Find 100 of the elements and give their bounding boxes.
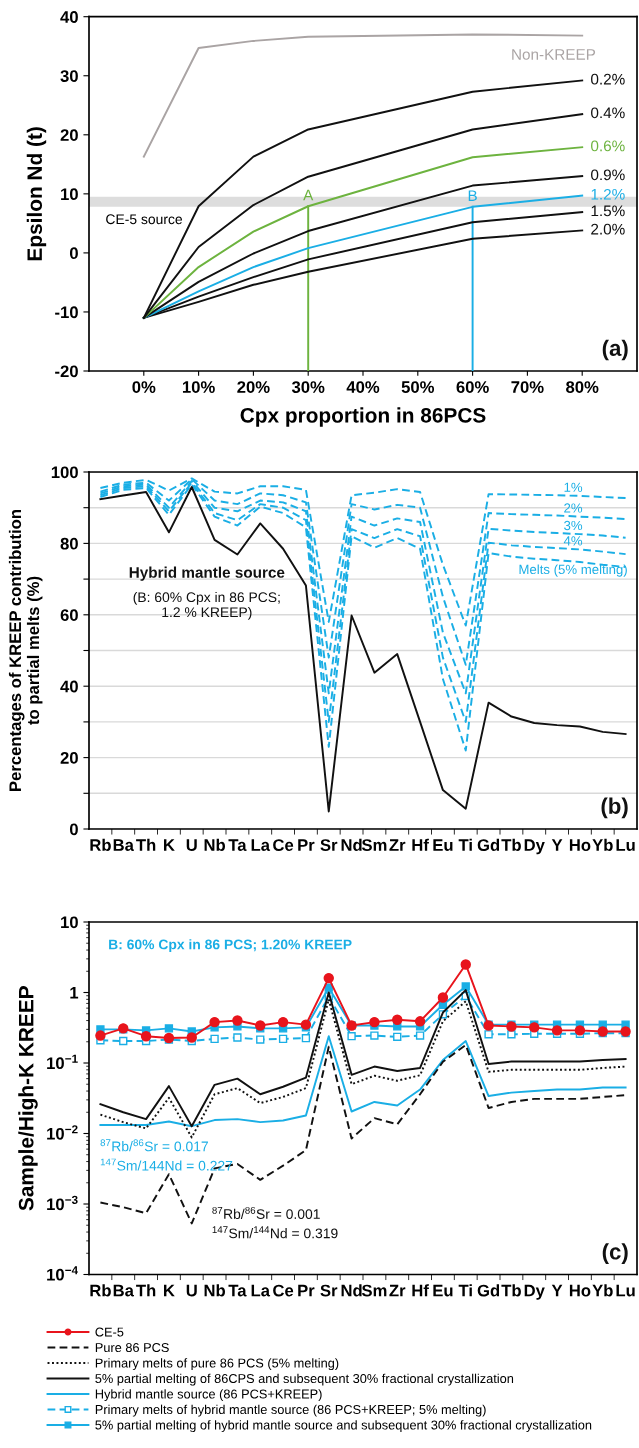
annotation: B — [468, 190, 477, 201]
y-tick-label: 0 — [69, 247, 78, 260]
x-tick-label: Y — [551, 839, 563, 851]
y-axis-title: Epsilon Nd (t) — [26, 127, 47, 261]
x-tick-label: Ho — [569, 839, 591, 851]
y-tick-label: 10$^{−2}$ — [47, 1125, 78, 1140]
series-label: 1.5% — [591, 205, 625, 217]
y-tick-label: 20 — [60, 752, 78, 764]
y-tick-label: -20 — [55, 365, 78, 378]
x-tick-label: Nb — [204, 1284, 226, 1297]
series-label: 2.0% — [591, 223, 625, 235]
legend-label: 5% partial melting of hybrid mantle source and subsequent 30% fractional crystallization — [95, 1420, 592, 1433]
series-label: 0.2% — [591, 73, 625, 85]
annotation: $^{147}$Sm/144Nd = 0.227 — [100, 1158, 233, 1171]
y-tick-label: 20 — [60, 129, 78, 141]
x-tick-label: Zr — [389, 1284, 406, 1297]
x-tick-label: Pr — [298, 1284, 315, 1297]
annotation: $^{87}$Rb/$^{86}$Sr = 0.001 — [212, 1206, 320, 1219]
series-label: 1.2% — [591, 188, 625, 200]
y-tick-label: 40 — [60, 11, 78, 23]
x-tick-label: Rb — [90, 838, 111, 851]
annotation: $^{147}$Sm/$^{144}$Nd = 0.319 — [212, 1226, 338, 1239]
annotation: (a) — [602, 339, 628, 361]
x-tick-label: 30% — [291, 381, 325, 393]
x-tick-label: 20% — [237, 381, 270, 393]
legend-label: Primary melts of hybrid mantle source (86 PCS+KREEP; 5% melting) — [95, 1404, 486, 1417]
x-tick-label: 80% — [566, 381, 599, 393]
x-tick-label: Lu — [616, 1284, 635, 1297]
x-tick-label: Nb — [204, 838, 226, 851]
x-tick-label: Hf — [412, 1284, 429, 1297]
y-tick-label: 60 — [60, 609, 78, 621]
x-tick-label: Eu — [433, 839, 453, 851]
series-label: Melts (5% melting) — [519, 564, 627, 577]
y-tick-label: 1 — [70, 987, 79, 999]
band-label: CE-5 source — [106, 214, 183, 225]
y-tick-label: 30 — [60, 70, 78, 82]
x-tick-label: Th — [136, 1284, 156, 1297]
x-tick-label: U — [186, 839, 197, 851]
x-tick-label: Zr — [389, 839, 406, 851]
series-label: 0.6% — [591, 140, 625, 152]
x-tick-label: Eu — [433, 1284, 453, 1297]
x-tick-label: Lu — [616, 839, 635, 851]
x-tick-label: Ti — [458, 1284, 472, 1297]
x-tick-label: Y — [551, 1284, 563, 1297]
x-tick-label: Tb — [501, 838, 521, 851]
x-tick-label: 70% — [511, 381, 544, 393]
legend-label: Pure 86 PCS — [95, 1343, 169, 1353]
x-tick-label: 0% — [132, 381, 156, 393]
x-tick-label: Tb — [501, 1284, 521, 1297]
legend-label: Hybrid mantle source (86 PCS+KREEP) — [95, 1389, 322, 1402]
x-tick-label: Nd — [341, 838, 362, 851]
x-tick-label: 40% — [346, 381, 380, 393]
x-tick-label: Ti — [458, 838, 472, 851]
series-label: 1% — [564, 482, 583, 492]
x-tick-label: Dy — [524, 839, 545, 855]
annotation: B: 60% Cpx in 86 PCS; 1.20% KREEP — [109, 939, 352, 953]
legend-label: Primary melts of pure 86 PCS (5% melting) — [95, 1358, 339, 1371]
annotation: (b) — [601, 797, 628, 819]
x-tick-label: Ba — [113, 839, 135, 851]
series-label: 2% — [564, 503, 583, 513]
x-tick-label: Yb — [592, 1284, 613, 1297]
series-label: 0.9% — [591, 169, 625, 181]
y-tick-label: 10$^{−4}$ — [47, 1266, 79, 1281]
x-tick-label: K — [164, 839, 175, 851]
y-tick-label: 100 — [51, 466, 78, 479]
legend-label: CE-5 — [95, 1327, 124, 1337]
annotation: (c) — [602, 1243, 628, 1264]
series-label: 4% — [563, 536, 583, 546]
series-label: 3% — [564, 520, 583, 531]
x-tick-label: Hf — [412, 838, 429, 851]
x-tick-label: Ta — [228, 1284, 247, 1297]
y-tick-label: 10 — [61, 188, 78, 201]
y-tick-label: 80 — [60, 537, 78, 550]
y-axis-title: Sample/High-K KREEP — [18, 986, 38, 1211]
x-tick-label: Gd — [477, 838, 500, 851]
x-tick-label: Sm — [361, 839, 387, 851]
y-tick-label: 10$^{−3}$ — [47, 1195, 78, 1211]
annotation: A — [303, 189, 314, 201]
series-label: Non-KREEP — [512, 49, 596, 60]
y-tick-label: 40 — [60, 680, 78, 693]
y-tick-label: -10 — [55, 306, 78, 319]
x-tick-label: 50% — [401, 381, 435, 393]
x-tick-label: Th — [136, 838, 156, 851]
x-tick-label: Ta — [228, 839, 247, 851]
x-tick-label: Pr — [298, 839, 315, 851]
x-tick-label: U — [186, 1284, 197, 1297]
x-tick-label: Ba — [113, 1284, 135, 1297]
x-axis-title: Cpx proportion in 86PCS — [240, 407, 486, 427]
y-tick-label: 10 — [61, 916, 78, 929]
legend-label: 5% partial melting of 86CPS and subsequent 30% fractional crystallization — [95, 1373, 514, 1386]
x-tick-label: La — [251, 839, 271, 851]
x-tick-label: La — [251, 1284, 271, 1297]
x-tick-label: 60% — [456, 381, 489, 393]
x-tick-label: Sr — [320, 839, 338, 851]
x-tick-label: Ce — [273, 1284, 294, 1297]
annotation: Hybrid mantle source — [129, 566, 285, 581]
y-tick-label: 10$^{−1}$ — [47, 1054, 78, 1070]
x-tick-label: Gd — [477, 1284, 500, 1297]
x-tick-label: Nd — [341, 1284, 362, 1297]
x-tick-label: Dy — [524, 1284, 545, 1300]
